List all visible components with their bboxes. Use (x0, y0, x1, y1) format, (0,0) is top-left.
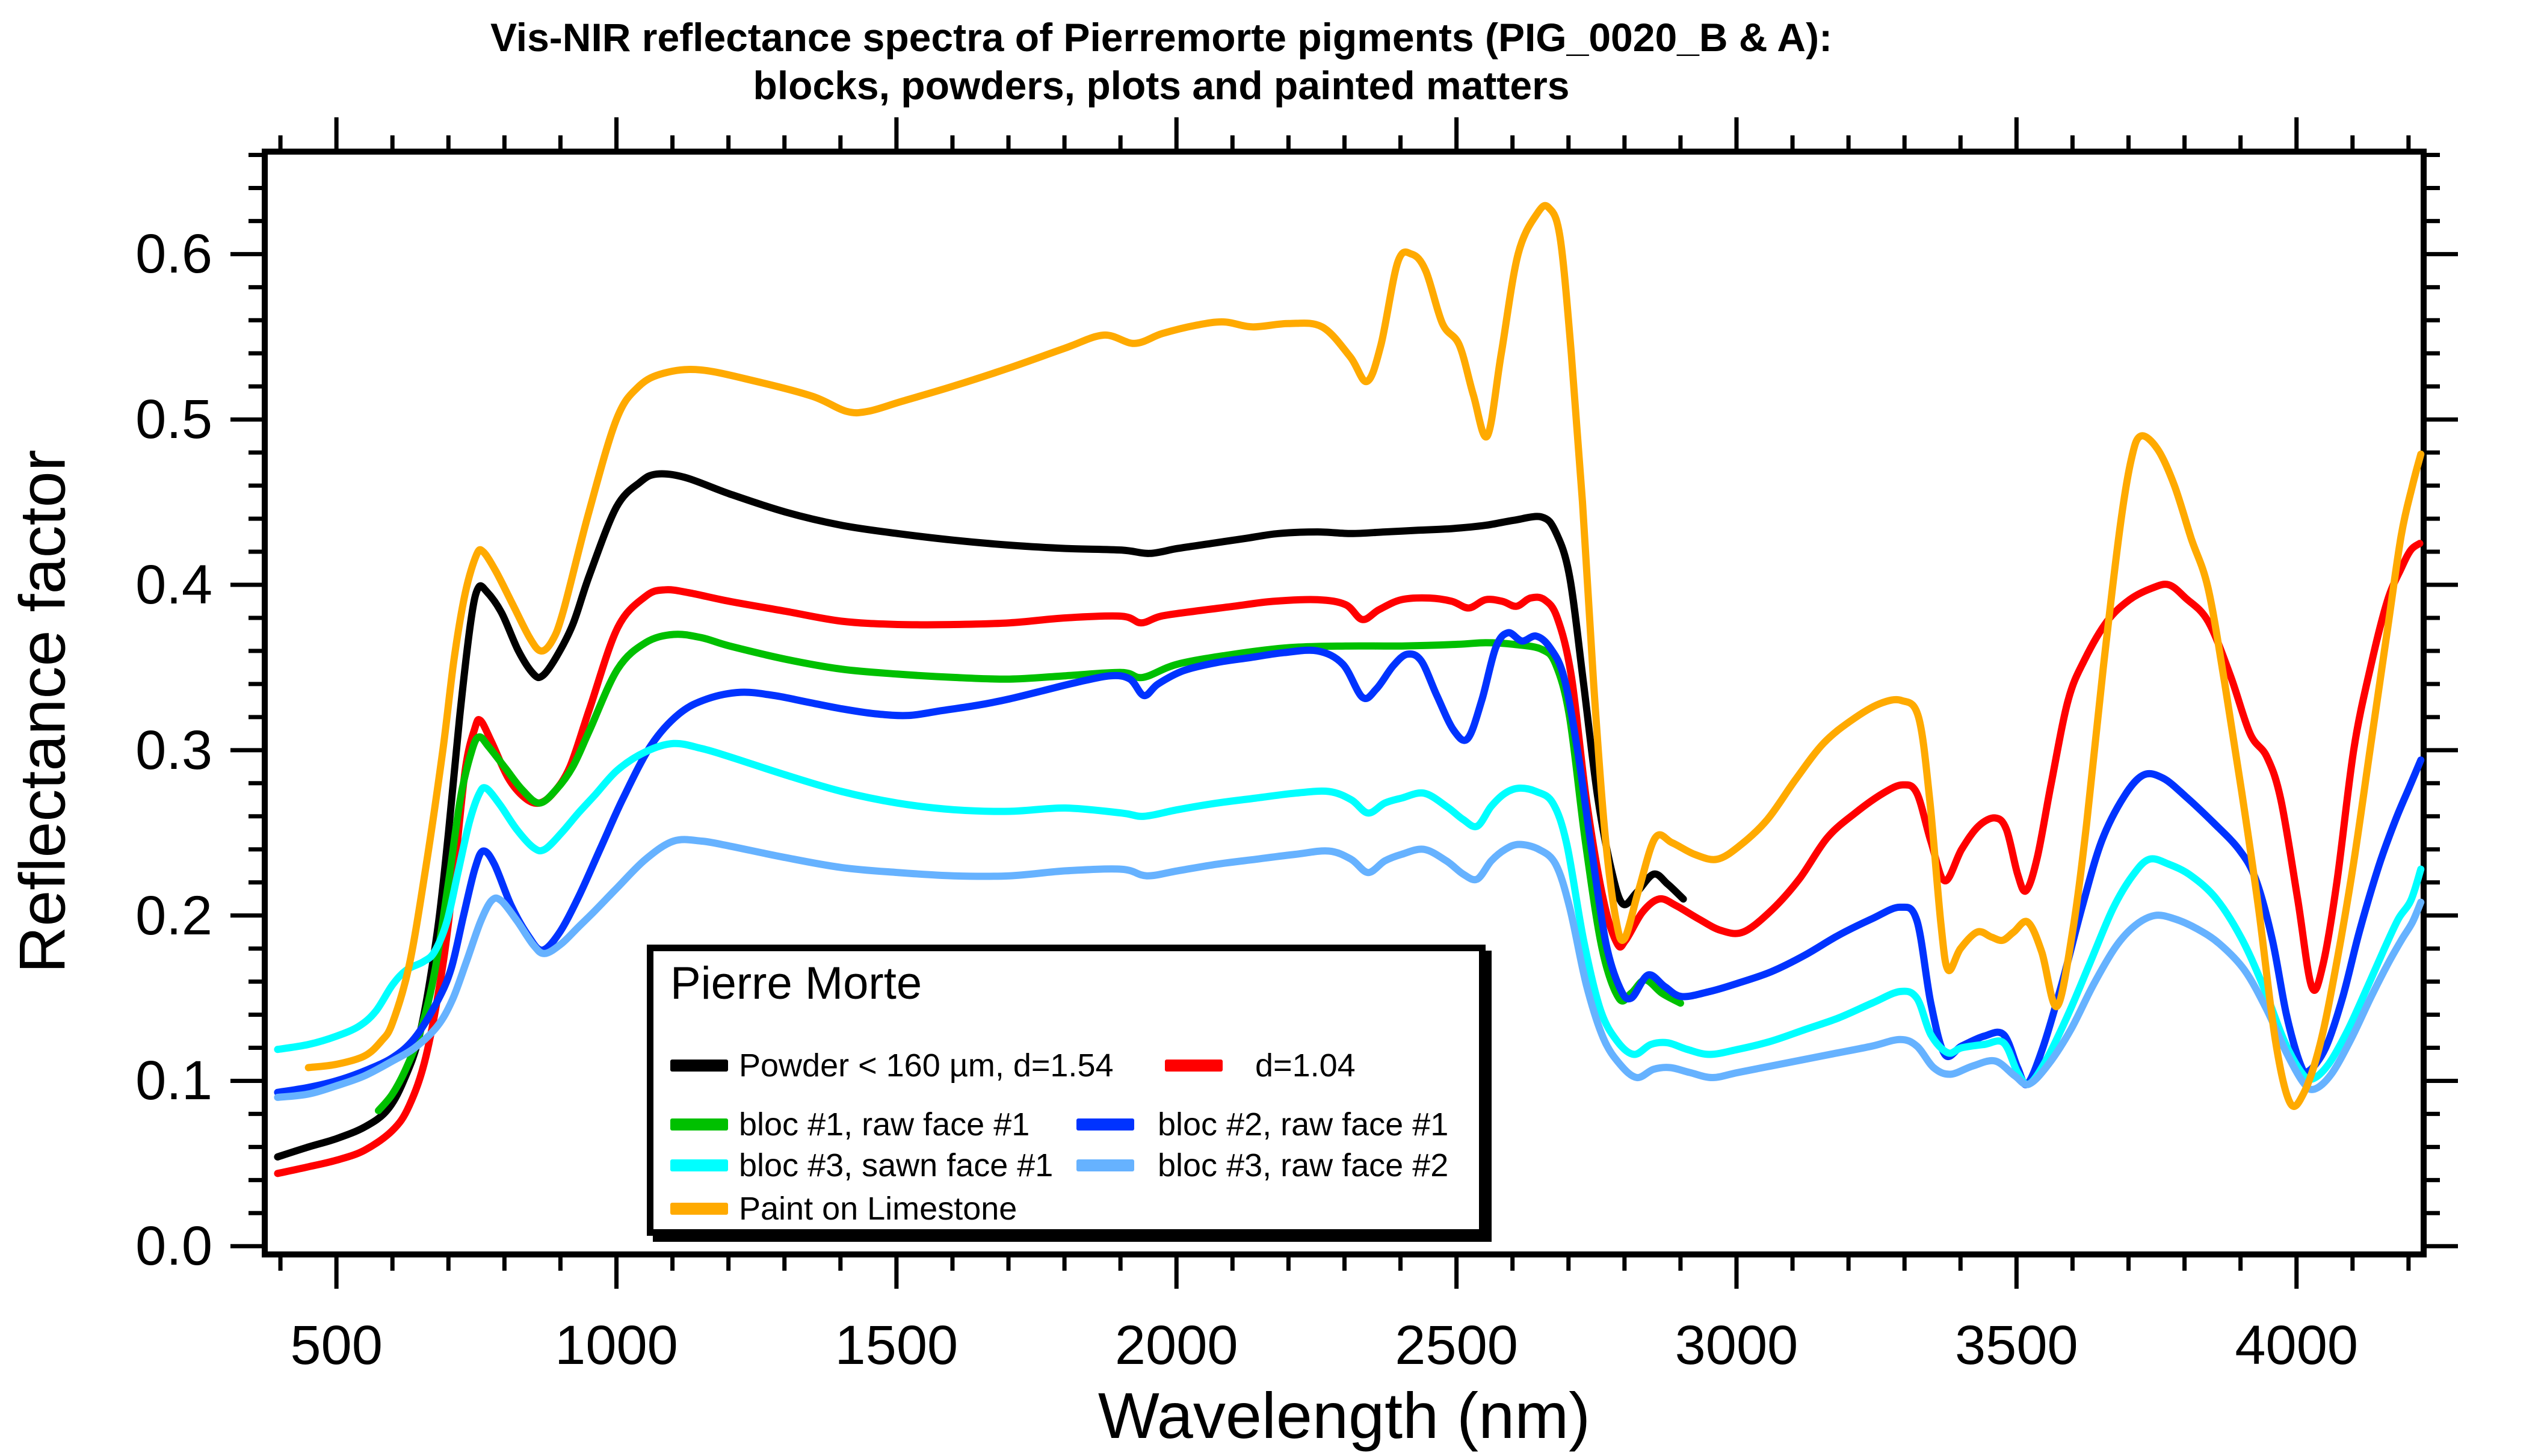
legend-label-bloc3-raw: bloc #3, raw face #2 (1158, 1147, 1449, 1183)
legend-row: bloc #3, sawn face #1 bloc #3, raw face … (653, 1147, 1479, 1183)
x-tick-label: 3500 (1955, 1315, 2078, 1376)
legend-swatch-paint (670, 1203, 728, 1215)
x-axis-title: Wavelength (nm) (1098, 1379, 1591, 1452)
x-tick-label: 1000 (555, 1315, 678, 1376)
paint-limestone-line (304, 202, 2425, 1110)
legend-swatch-bloc2 (1076, 1118, 1134, 1131)
legend-swatch-bloc3-raw (1076, 1159, 1134, 1171)
y-tick-label: 0.4 (135, 554, 212, 615)
legend-row: bloc #1, raw face #1 bloc #2, raw face #… (653, 1106, 1479, 1143)
legend-label-powder: Powder < 160 µm, d=1.54 (739, 1047, 1114, 1084)
bloc3-sawn1-line (274, 739, 2425, 1088)
x-tick-label: 4000 (2235, 1315, 2359, 1376)
legend-box: Pierre Morte Powder < 160 µm, d=1.54 d=1… (647, 945, 1486, 1236)
legend-label-paint: Paint on Limestone (739, 1191, 1017, 1227)
x-tick-label: 3000 (1675, 1315, 1798, 1376)
legend-row: Paint on Limestone (653, 1191, 1479, 1227)
legend-swatch-powder (670, 1060, 728, 1072)
legend-row: Powder < 160 µm, d=1.54 d=1.04 (653, 1047, 1479, 1084)
x-tick-label: 1500 (835, 1315, 959, 1376)
x-tick-label: 2000 (1114, 1315, 1238, 1376)
y-tick-label: 0.5 (135, 389, 212, 451)
y-tick-label: 0.1 (135, 1050, 212, 1112)
legend-swatch-bloc3-sawn (670, 1159, 728, 1171)
x-tick-label: 2500 (1395, 1315, 1518, 1376)
legend-label-bloc2: bloc #2, raw face #1 (1158, 1106, 1449, 1143)
y-tick-label: 0.0 (135, 1215, 212, 1277)
legend-label-bloc3-sawn: bloc #3, sawn face #1 (739, 1147, 1054, 1183)
legend-swatch-d104 (1165, 1060, 1223, 1072)
powder-d154-line (274, 470, 1687, 1161)
chart-title-block: Vis-NIR reflectance spectra of Pierremor… (0, 13, 2323, 110)
chart-title: Vis-NIR reflectance spectra of Pierremor… (490, 15, 1833, 60)
chart-subtitle: blocks, powders, plots and painted matte… (753, 63, 1570, 108)
x-tick-label: 500 (290, 1315, 383, 1376)
y-tick-label: 0.2 (135, 884, 212, 946)
legend-swatch-bloc1 (670, 1118, 728, 1131)
y-tick-label: 0.3 (135, 719, 212, 781)
bloc2-raw1-line (274, 629, 2425, 1096)
legend-title: Pierre Morte (670, 958, 922, 1009)
legend-label-bloc1: bloc #1, raw face #1 (739, 1106, 1030, 1143)
legend-label-d104: d=1.04 (1255, 1047, 1356, 1084)
bloc3-raw2-line (274, 836, 2425, 1101)
y-tick-label: 0.6 (135, 223, 212, 285)
